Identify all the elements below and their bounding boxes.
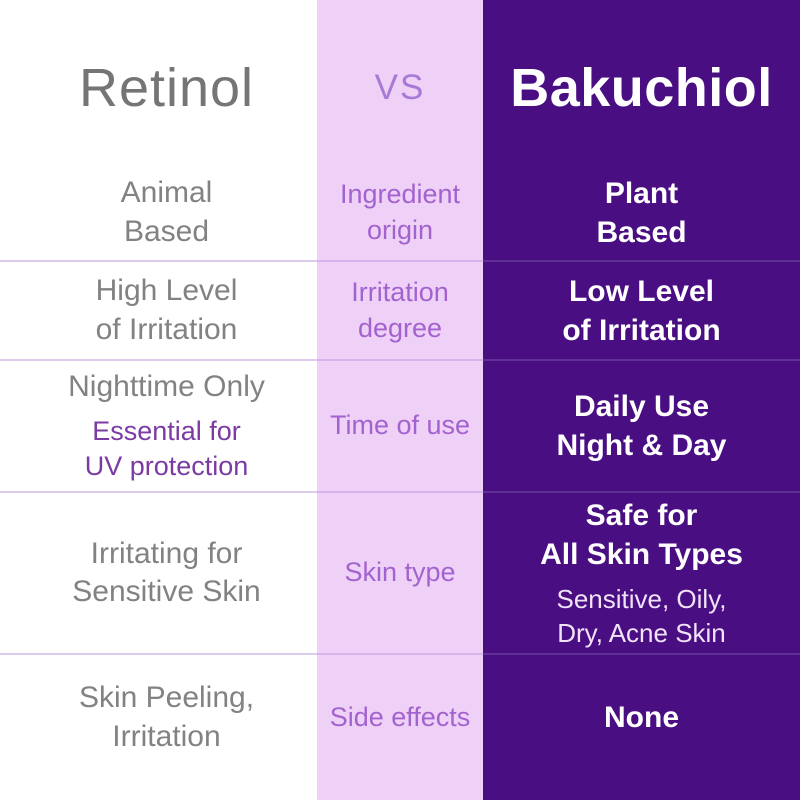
- category-cell: Side effects: [317, 655, 483, 800]
- bakuchiol-value: None: [604, 701, 679, 734]
- retinol-value: Nighttime Only: [68, 370, 265, 404]
- category-cell: Irritation degree: [317, 262, 483, 361]
- category-label: Time of use: [329, 410, 471, 441]
- retinol-cell: High Level of Irritation: [0, 262, 317, 361]
- header-cell-bakuchiol: Bakuchiol: [483, 0, 800, 165]
- header-cell-retinol: Retinol: [0, 0, 317, 165]
- retinol-note: Essential for UV protection: [84, 415, 249, 481]
- retinol-value: Animal Based: [120, 176, 213, 248]
- category-label: Irritation degree: [351, 277, 449, 343]
- bakuchiol-cell: Safe for All Skin Types Sensitive, Oily,…: [483, 493, 800, 655]
- category-label: Ingredient origin: [339, 179, 461, 245]
- bakuchiol-title: Bakuchiol: [510, 57, 773, 118]
- retinol-cell: Irritating for Sensitive Skin: [0, 493, 317, 655]
- bakuchiol-cell: Daily Use Night & Day: [483, 361, 800, 493]
- vs-label: VS: [374, 67, 426, 107]
- bakuchiol-note: Sensitive, Oily, Dry, Acne Skin: [556, 583, 727, 648]
- bakuchiol-cell: Low Level of Irritation: [483, 262, 800, 361]
- category-label: Side effects: [329, 701, 471, 732]
- retinol-cell: Skin Peeling, Irritation: [0, 655, 317, 800]
- header-cell-vs: VS: [317, 0, 483, 165]
- category-cell: Time of use: [317, 361, 483, 493]
- retinol-title: Retinol: [78, 57, 255, 118]
- retinol-cell: Nighttime Only Essential for UV protecti…: [0, 361, 317, 493]
- retinol-value: High Level of Irritation: [95, 274, 238, 346]
- bakuchiol-value: Plant Based: [596, 176, 687, 249]
- bakuchiol-cell: Plant Based: [483, 165, 800, 262]
- bakuchiol-value: Low Level of Irritation: [562, 274, 721, 347]
- category-cell: Ingredient origin: [317, 165, 483, 262]
- retinol-cell: Animal Based: [0, 165, 317, 262]
- category-label: Skin type: [344, 557, 456, 588]
- retinol-value: Irritating for Sensitive Skin: [72, 536, 261, 608]
- bakuchiol-value: Safe for All Skin Types: [540, 498, 743, 571]
- retinol-value: Skin Peeling, Irritation: [78, 681, 255, 753]
- bakuchiol-value: Daily Use Night & Day: [556, 390, 727, 462]
- category-cell: Skin type: [317, 493, 483, 655]
- bakuchiol-cell: None: [483, 655, 800, 800]
